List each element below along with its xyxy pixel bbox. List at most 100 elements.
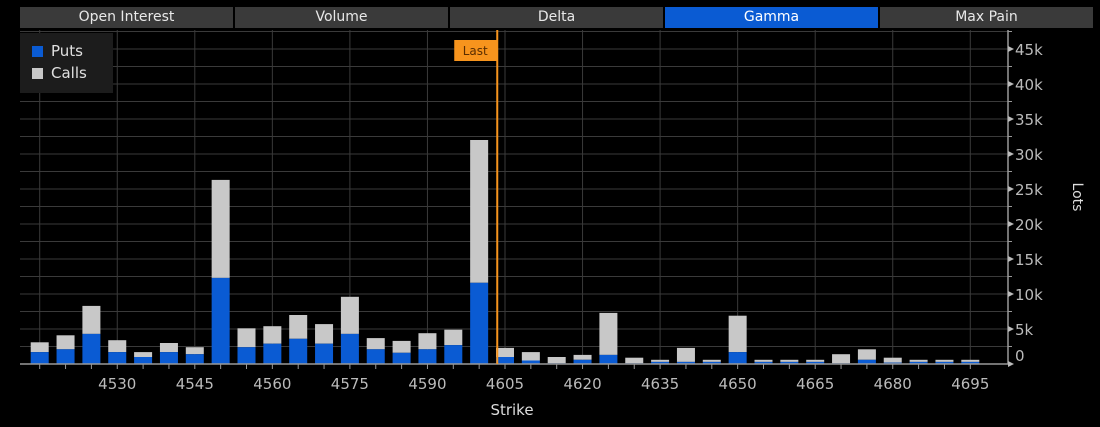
bar-puts (211, 277, 230, 364)
bar-calls (159, 343, 178, 353)
bar-puts (857, 359, 876, 364)
bar-calls (961, 359, 980, 362)
bar-calls (30, 342, 49, 353)
bar-puts (30, 352, 49, 364)
bar-calls (702, 359, 721, 362)
legend-label-puts: Puts (51, 42, 83, 60)
bar-puts (444, 345, 463, 364)
bar-calls (496, 347, 514, 357)
x-tick-label: 4620 (563, 375, 601, 393)
tab-delta[interactable]: Delta (450, 7, 663, 28)
x-tick-label: 4575 (331, 375, 369, 393)
x-tick-label: 4530 (98, 375, 136, 393)
bar-puts (315, 343, 334, 364)
y-tick (1008, 116, 1014, 122)
bar-puts (340, 333, 359, 364)
bar-puts (108, 352, 127, 364)
y-tick (1008, 256, 1014, 262)
legend: Puts Calls (20, 33, 113, 93)
bar-calls (418, 333, 437, 350)
bar-puts (909, 361, 928, 364)
last-marker-flag (454, 40, 498, 61)
bar-calls (857, 349, 876, 360)
bar-calls (625, 357, 644, 364)
x-tick-label: 4635 (641, 375, 679, 393)
y-tick (1008, 81, 1014, 87)
bar-puts (676, 361, 695, 364)
x-tick-label: 4650 (719, 375, 757, 393)
bar-calls (56, 335, 75, 350)
bar-puts (82, 333, 101, 364)
calls-swatch (32, 67, 43, 79)
y-tick (1008, 151, 1014, 157)
tab-open-interest[interactable]: Open Interest (20, 7, 233, 28)
bar-puts (159, 352, 178, 364)
bar-puts (56, 349, 75, 364)
bar-calls (263, 326, 282, 344)
bar-calls (340, 296, 359, 334)
bar-calls (134, 352, 153, 357)
y-tick-label: 30k (1015, 146, 1043, 164)
bar-calls (780, 359, 799, 362)
bar-puts (521, 360, 540, 364)
bar-calls (108, 340, 127, 353)
bar-calls (547, 357, 566, 364)
x-tick-label: 4545 (176, 375, 214, 393)
x-tick-label: 4560 (253, 375, 291, 393)
tab-volume[interactable]: Volume (235, 7, 448, 28)
bar-calls (651, 359, 670, 362)
y-tick-label: 20k (1015, 216, 1043, 234)
bar-calls (754, 359, 773, 362)
y-tick (1008, 291, 1014, 297)
y-tick-label: 10k (1015, 286, 1043, 304)
bar-calls (82, 305, 101, 334)
bar-puts (237, 347, 256, 364)
bar-puts (496, 357, 514, 364)
bar-puts (702, 361, 721, 364)
bar-puts (728, 352, 747, 364)
bar-puts (263, 343, 282, 364)
x-tick-label: 4665 (796, 375, 834, 393)
bar-puts (289, 338, 308, 364)
bar-calls (728, 315, 747, 353)
bar-calls (185, 347, 204, 355)
bar-puts (573, 359, 592, 364)
tab-gamma[interactable]: Gamma (665, 7, 878, 28)
bar-calls (237, 328, 256, 348)
y-tick (1008, 46, 1014, 52)
y-tick-label: 40k (1015, 76, 1043, 94)
bar-puts (651, 361, 670, 364)
bar-puts (935, 361, 954, 364)
bar-calls (832, 354, 851, 364)
bar-calls (909, 359, 928, 362)
tab-max-pain[interactable]: Max Pain (880, 7, 1093, 28)
bar-puts (780, 361, 799, 364)
bar-puts (392, 352, 411, 364)
puts-swatch (32, 45, 43, 57)
bar-puts (470, 282, 489, 364)
y-tick-label: 15k (1015, 251, 1043, 269)
bar-calls (366, 338, 385, 350)
y-tick-label: 45k (1015, 41, 1043, 59)
y-tick-label: 35k (1015, 111, 1043, 129)
x-tick-label: 4605 (486, 375, 524, 393)
x-tick-label: 4695 (951, 375, 989, 393)
legend-item-calls: Calls (32, 64, 87, 82)
y-tick (1008, 361, 1014, 367)
bar-calls (211, 179, 230, 278)
x-axis-title: Strike (490, 401, 533, 419)
bar-calls (315, 324, 334, 344)
bar-puts (806, 361, 825, 364)
bar-calls (599, 312, 618, 355)
bar-puts (185, 354, 204, 364)
bar-calls (806, 359, 825, 362)
bar-puts (134, 357, 153, 364)
bar-calls (470, 140, 489, 283)
last-marker-label: Last (463, 44, 488, 58)
bar-puts (366, 349, 385, 364)
x-tick-label: 4680 (874, 375, 912, 393)
bar-calls (676, 347, 695, 362)
y-tick-label: 5k (1015, 321, 1034, 339)
bar-calls (573, 354, 592, 360)
